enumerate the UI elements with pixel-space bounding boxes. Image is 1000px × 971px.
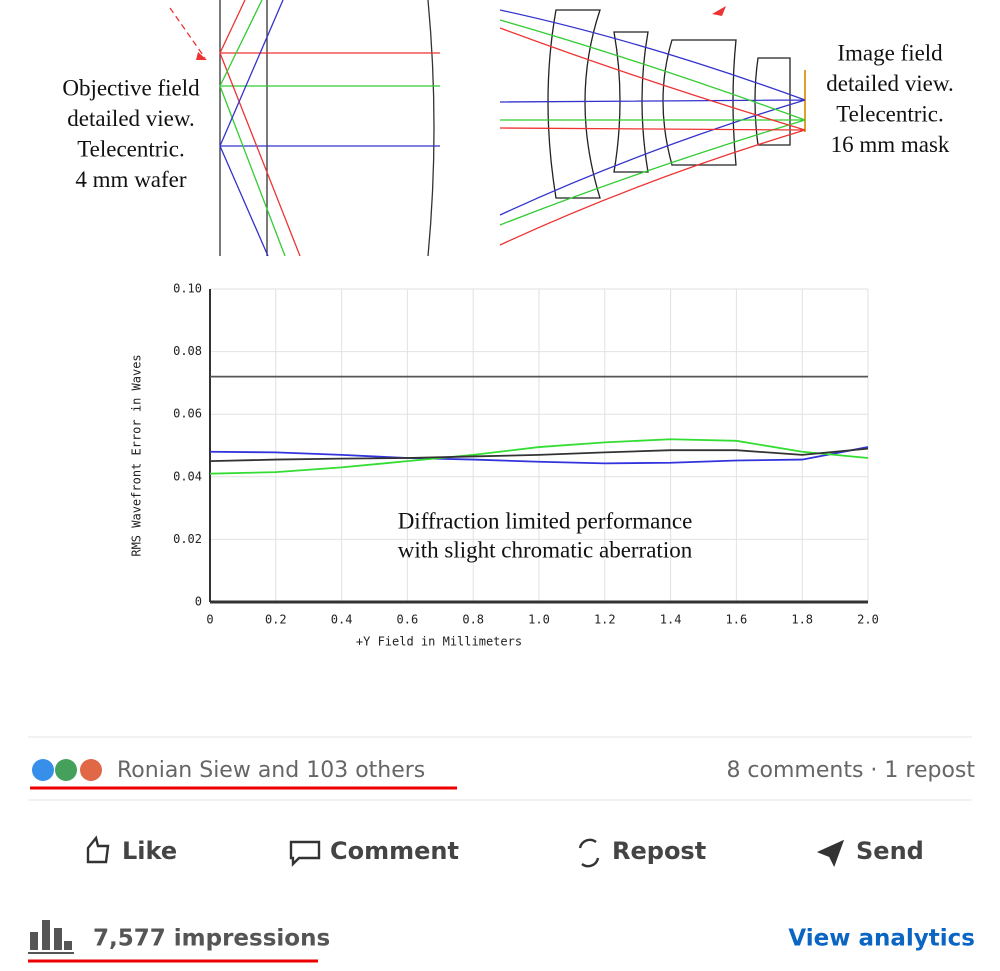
diagram-label: Telecentric.: [77, 136, 185, 161]
series-line: [209, 446, 869, 465]
x-tick-label: 1.2: [594, 613, 616, 627]
x-tick-label: 0.8: [462, 613, 484, 627]
x-tick-label: 1.4: [660, 613, 682, 627]
image-diagram: [499, 6, 806, 246]
action-button[interactable]: Repost: [612, 837, 706, 865]
annotation: Diffraction limited performance: [398, 508, 693, 533]
action-button[interactable]: Like: [122, 837, 177, 865]
x-tick-label: 1.0: [528, 613, 550, 627]
action-button[interactable]: Send: [856, 837, 924, 865]
chart: 0 0.02 0.04 0.06 0.08 0.10 0 0.2 0.4 0.6 0.8 1.0 1.2…: [130, 282, 879, 649]
y-tick-label: 0.04: [173, 469, 202, 483]
action-button[interactable]: Comment: [330, 837, 459, 865]
impressions-icon: [28, 920, 74, 954]
series-line: [209, 447, 869, 463]
x-tick-label: 0.2: [265, 613, 287, 627]
x-tick-label: 1.8: [791, 613, 813, 627]
diagram-label: Telecentric.: [836, 101, 944, 126]
diagram-label: detailed view.: [67, 106, 195, 131]
x-axis-label: +Y Field in Millimeters: [356, 635, 522, 649]
diagram-label: detailed view.: [826, 71, 954, 96]
action-icons: [86, 835, 845, 868]
stats-text[interactable]: 8 comments · 1 repost: [726, 758, 975, 783]
y-tick-label: 0.06: [173, 407, 202, 421]
analytics-link[interactable]: View analytics: [788, 926, 975, 952]
diagram-label: Objective field: [62, 75, 200, 100]
x-tick-label: 0.6: [397, 613, 419, 627]
x-tick-label: 0.4: [331, 613, 353, 627]
objective-diagram: [169, 0, 440, 257]
reaction-icons: [32, 759, 102, 781]
y-tick-label: 0.10: [173, 282, 202, 296]
y-tick-label: 0: [195, 595, 202, 609]
x-tick-label: 2.0: [857, 613, 879, 627]
y-tick-label: 0.08: [173, 344, 202, 358]
annotation: with slight chromatic aberration: [398, 537, 693, 562]
series-line: [209, 438, 869, 475]
x-tick-label: 1.6: [726, 613, 748, 627]
diagram-label: 4 mm wafer: [75, 167, 186, 192]
reactions-text[interactable]: Ronian Siew and 103 others: [117, 758, 425, 783]
impressions-text[interactable]: 7,577 impressions: [93, 926, 330, 952]
x-tick-label: 0: [206, 613, 213, 627]
y-tick-label: 0.02: [173, 532, 202, 546]
y-axis-label: RMS Wavefront Error in Waves: [130, 354, 144, 556]
diagram-label: 16 mm mask: [831, 132, 950, 157]
diagram-label: Image field: [837, 40, 943, 65]
